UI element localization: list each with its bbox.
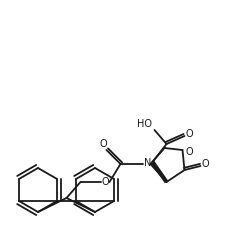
Text: O: O xyxy=(202,159,209,169)
Text: HO: HO xyxy=(137,119,152,129)
Text: O: O xyxy=(186,129,193,139)
Text: O: O xyxy=(102,177,109,187)
Text: O: O xyxy=(100,139,107,149)
Text: O: O xyxy=(186,147,193,157)
Text: N: N xyxy=(144,158,151,168)
